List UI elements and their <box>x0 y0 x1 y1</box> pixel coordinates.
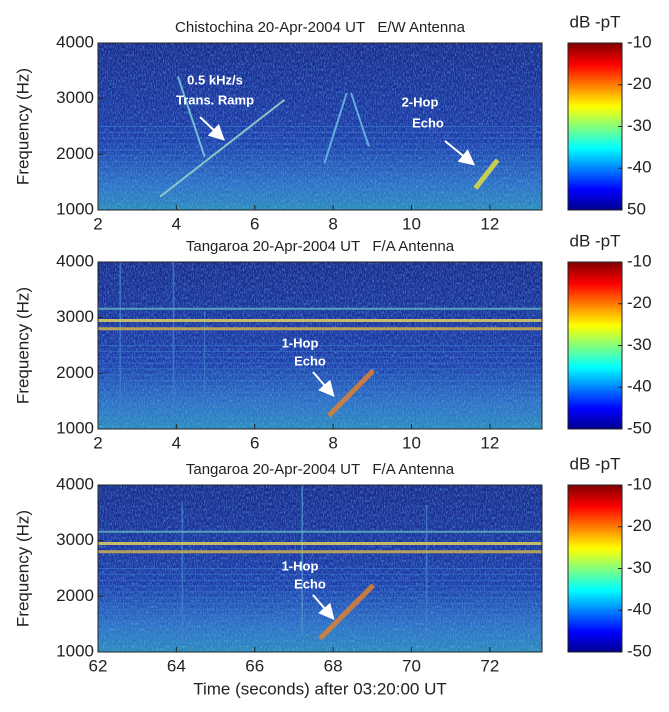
colorbar-tick-label: -20 <box>627 516 652 535</box>
y-tick-label: 4000 <box>56 474 94 493</box>
x-tick-label: 4 <box>172 214 181 233</box>
annotation: 2-Hop <box>402 94 439 109</box>
colorbar-tick-label: -10 <box>627 474 652 493</box>
colorbar-tick-label: -10 <box>627 251 652 270</box>
colorbar-tick-label: -30 <box>627 116 652 135</box>
colorbar-label: dB -pT <box>569 12 620 31</box>
y-tick-label: 3000 <box>56 307 94 326</box>
x-tick-label: 2 <box>93 433 102 452</box>
spectral-feature <box>327 368 376 418</box>
x-tick-label: 2 <box>93 214 102 233</box>
spectral-feature <box>159 98 286 198</box>
x-tick-label: 68 <box>324 656 343 675</box>
x-tick-label: 70 <box>402 656 421 675</box>
annotation: 1-Hop <box>282 335 319 350</box>
colorbar-tick-label: -40 <box>627 158 652 177</box>
colorbar-tick-label: -30 <box>627 335 652 354</box>
x-tick-label: 12 <box>480 433 499 452</box>
x-tick-label: 6 <box>250 214 259 233</box>
y-tick-label: 3000 <box>56 530 94 549</box>
y-tick-label: 1000 <box>56 199 94 218</box>
y-tick-label: 4000 <box>56 32 94 51</box>
plot-frame <box>97 484 543 653</box>
x-tick-label: 8 <box>328 433 337 452</box>
x-tick-label: 6 <box>250 433 259 452</box>
colorbar-tick-label: -20 <box>627 74 652 93</box>
panel-title: Tangaroa 20-Apr-2004 UT F/A Antenna <box>186 461 455 478</box>
panel-title: Chistochina 20-Apr-2004 UT E/W Antenna <box>175 19 466 36</box>
x-axis-label: Time (seconds) after 03:20:00 UT <box>193 679 447 698</box>
annotation-arrow <box>312 371 335 398</box>
annotation: Echo <box>412 115 444 130</box>
x-tick-label: 72 <box>480 656 499 675</box>
annotation-arrow <box>444 140 476 166</box>
x-tick-label: 64 <box>167 656 186 675</box>
x-tick-label: 66 <box>245 656 264 675</box>
annotation: Echo <box>294 576 326 591</box>
annotation-arrow <box>199 116 225 141</box>
annotation: 0.5 kHz/s <box>187 72 243 87</box>
x-tick-label: 10 <box>402 214 421 233</box>
y-tick-label: 4000 <box>56 251 94 270</box>
colorbar-tick-label: -30 <box>627 558 652 577</box>
panel-title: Tangaroa 20-Apr-2004 UT F/A Antenna <box>186 238 455 255</box>
x-tick-label: 12 <box>480 214 499 233</box>
x-tick-label: 10 <box>402 433 421 452</box>
annotation: Echo <box>294 353 326 368</box>
y-tick-label: 1000 <box>56 641 94 660</box>
annotation: Trans. Ramp <box>176 92 254 107</box>
colorbar-tick-label: 50 <box>627 199 646 218</box>
y-tick-label: 2000 <box>56 363 94 382</box>
spectral-feature <box>176 76 206 157</box>
y-axis-label: Frequency (Hz) <box>13 68 32 185</box>
colorbar-tick-label: -40 <box>627 600 652 619</box>
plot-frame <box>97 261 543 430</box>
x-tick-label: 62 <box>89 656 108 675</box>
y-axis-label: Frequency (Hz) <box>13 510 32 627</box>
spectral-feature <box>473 158 500 190</box>
x-tick-label: 8 <box>328 214 337 233</box>
plot-frame <box>97 42 543 211</box>
colorbar-tick-label: -50 <box>627 641 652 660</box>
colorbar-tick-label: -10 <box>627 32 652 51</box>
annotation: 1-Hop <box>282 558 319 573</box>
colorbar-label: dB -pT <box>569 231 620 250</box>
y-tick-label: 1000 <box>56 418 94 437</box>
spectral-feature <box>350 92 370 147</box>
y-tick-label: 3000 <box>56 88 94 107</box>
spectral-feature <box>323 92 348 164</box>
spectral-feature <box>318 583 376 641</box>
colorbar-tick-label: -40 <box>627 377 652 396</box>
annotation-arrow <box>312 594 335 621</box>
colorbar-tick-label: -20 <box>627 293 652 312</box>
colorbar <box>567 484 623 653</box>
colorbar <box>567 261 623 430</box>
y-axis-label: Frequency (Hz) <box>13 287 32 404</box>
colorbar-label: dB -pT <box>569 454 620 473</box>
y-tick-label: 2000 <box>56 144 94 163</box>
colorbar-tick-label: -50 <box>627 418 652 437</box>
y-tick-label: 2000 <box>56 586 94 605</box>
x-tick-label: 4 <box>172 433 181 452</box>
colorbar <box>567 42 623 211</box>
